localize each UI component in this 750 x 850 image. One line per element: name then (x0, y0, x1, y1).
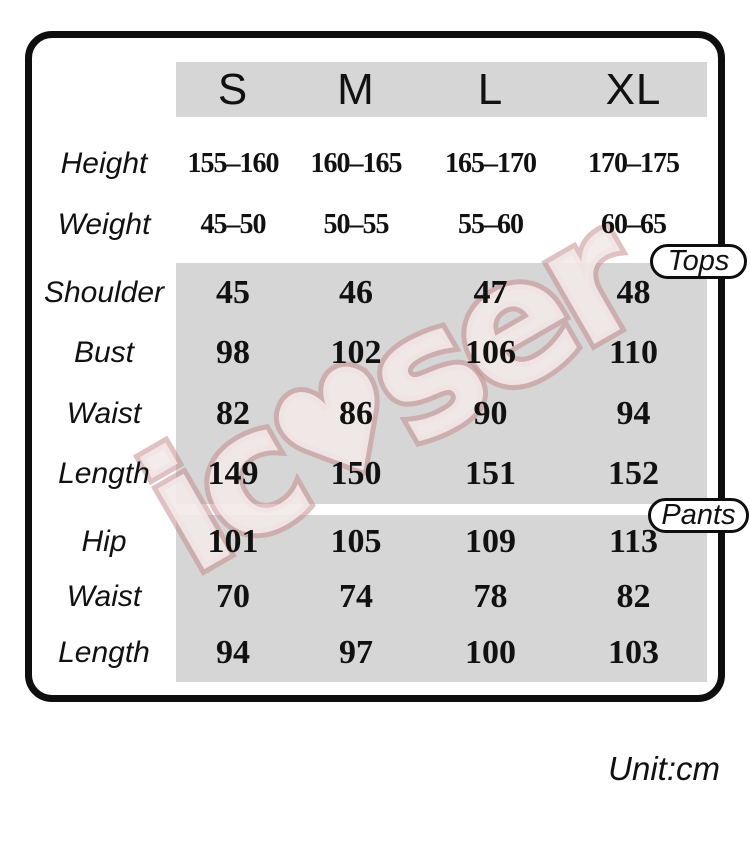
cell-value: 60–65 (601, 209, 667, 240)
row-label: Length (58, 636, 150, 669)
cell-value: 150 (330, 455, 382, 492)
cell-value: 55–60 (458, 209, 524, 240)
cell-value: 155–160 (187, 148, 280, 179)
cell-value: 151 (465, 455, 516, 492)
cell-value: 103 (608, 634, 659, 671)
table-row-bust: Bust 98 102 106 110 (32, 325, 708, 381)
cell-value: 109 (465, 523, 516, 560)
cell-value: 86 (339, 395, 373, 432)
row-label: Length (58, 457, 150, 490)
pants-band (176, 515, 707, 682)
cell-value: 105 (330, 523, 382, 560)
cell-value: 110 (608, 334, 659, 371)
row-label: Bust (73, 336, 135, 369)
tops-band (176, 263, 707, 504)
size-col-s: S (217, 64, 249, 114)
cell-value: 74 (339, 578, 373, 615)
cell-value: 102 (330, 334, 382, 371)
row-label: Shoulder (43, 276, 165, 309)
cell-value: 113 (608, 523, 659, 560)
table-row-length-pants: Length 94 97 100 103 (32, 625, 708, 681)
cell-value: 94 (216, 634, 250, 671)
size-col-xl: XL (605, 64, 662, 114)
cell-value: 78 (473, 578, 508, 615)
cell-value: 100 (465, 634, 516, 671)
table-row-hip: Hip 101 105 109 113 (32, 514, 708, 570)
cell-value: 106 (465, 334, 516, 371)
row-label: Waist (66, 397, 142, 430)
cell-value: 160–165 (310, 148, 403, 179)
cell-value: 165–170 (445, 148, 537, 179)
cell-value: 82 (616, 578, 651, 615)
cell-value: 170–175 (588, 148, 680, 179)
header-band (176, 62, 707, 117)
row-label: Weight (57, 208, 151, 241)
cell-value: 45–50 (200, 209, 267, 240)
cell-value: 50–55 (323, 209, 390, 240)
size-col-l: L (477, 64, 504, 114)
cell-value: 47 (473, 274, 508, 311)
row-label: Hip (81, 525, 127, 558)
cell-value: 152 (608, 455, 659, 492)
cell-value: 101 (207, 523, 259, 560)
cell-value: 149 (207, 455, 259, 492)
cell-value: 45 (216, 274, 250, 311)
unit-note: Unit:cm (608, 750, 720, 787)
cell-value: 46 (339, 274, 373, 311)
cell-value: 94 (616, 395, 651, 432)
tops-section-badge: Tops (650, 244, 747, 279)
size-header-row: S M L XL (32, 62, 708, 117)
row-label: Waist (66, 580, 142, 613)
table-row-waist-pants: Waist 70 74 78 82 (32, 569, 708, 625)
table-row-waist-tops: Waist 82 86 90 94 (32, 386, 708, 442)
table-row-length-tops: Length 149 150 151 152 (32, 446, 708, 502)
size-chart-card: ic♥ser S M L XL Height 155–160 160–165 1… (25, 31, 749, 702)
row-label: Height (60, 147, 148, 180)
pants-section-badge: Pants (648, 498, 749, 533)
table-row-shoulder: Shoulder 45 46 47 48 (32, 265, 708, 321)
cell-value: 97 (339, 634, 373, 671)
cell-value: 90 (473, 395, 508, 432)
cell-value: 82 (216, 395, 250, 432)
cell-value: 48 (616, 274, 651, 311)
table-row-height: Height 155–160 160–165 165–170 170–175 (32, 136, 708, 192)
cell-value: 70 (216, 578, 250, 615)
size-col-m: M (337, 64, 375, 114)
table-row-weight: Weight 45–50 50–55 55–60 60–65 (32, 197, 708, 253)
cell-value: 98 (216, 334, 250, 371)
